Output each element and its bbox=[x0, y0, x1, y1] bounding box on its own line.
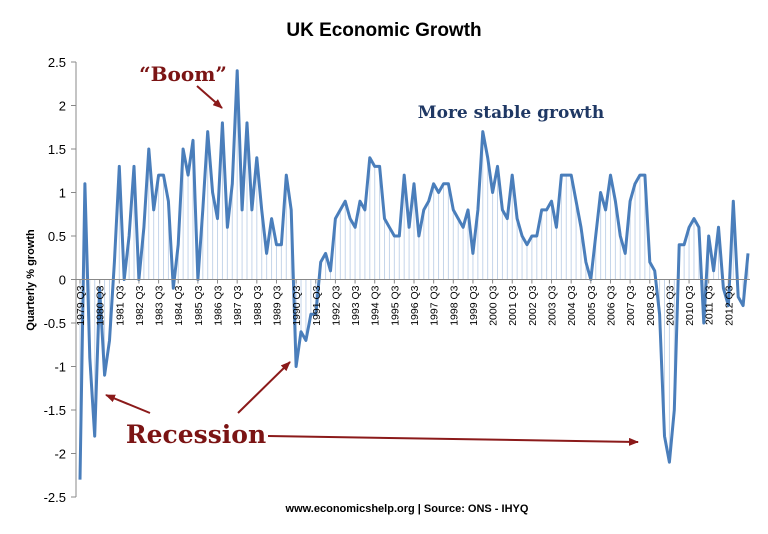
x-tick-label: 1991 Q3 bbox=[311, 285, 323, 325]
x-tick-label: 2005 Q3 bbox=[586, 285, 598, 325]
x-tick-label: 1995 Q3 bbox=[389, 285, 401, 325]
y-tick-label: -1 bbox=[54, 360, 66, 375]
x-tick-label: 2009 Q3 bbox=[664, 285, 676, 325]
x-tick-label: 1985 Q3 bbox=[193, 285, 205, 325]
x-tick-label: 1992 Q3 bbox=[330, 285, 342, 325]
x-tick-label: 2002 Q3 bbox=[527, 285, 539, 325]
y-tick-label: 1.5 bbox=[48, 142, 66, 157]
x-tick-label: 2008 Q3 bbox=[645, 285, 657, 325]
x-tick-label: 2003 Q3 bbox=[547, 285, 559, 325]
x-tick-label: 2000 Q3 bbox=[488, 285, 500, 325]
y-tick-label: 2 bbox=[59, 99, 66, 114]
x-tick-label: 2006 Q3 bbox=[606, 285, 618, 325]
annotation-stable-growth: More stable growth bbox=[418, 103, 604, 123]
x-tick-label: 2007 Q3 bbox=[625, 285, 637, 325]
x-tick-label: 1986 Q3 bbox=[213, 285, 225, 325]
x-tick-label: 2010 Q3 bbox=[684, 285, 696, 325]
x-tick-label: 2001 Q3 bbox=[507, 285, 519, 325]
x-tick-label: 1981 Q3 bbox=[114, 285, 126, 325]
chart-title: UK Economic Growth bbox=[286, 20, 481, 41]
x-tick-label: 1994 Q3 bbox=[370, 285, 382, 325]
x-tick-label: 1989 Q3 bbox=[272, 285, 284, 325]
arrow-boom bbox=[196, 85, 223, 109]
x-tick-label: 1983 Q3 bbox=[154, 285, 166, 325]
y-tick-label: -2.5 bbox=[44, 490, 66, 505]
x-tick-label: 2004 Q3 bbox=[566, 285, 578, 325]
y-tick-label: 1 bbox=[59, 186, 66, 201]
x-tick-label: 2011 Q3 bbox=[704, 285, 716, 325]
arrow-recession-2008 bbox=[267, 435, 639, 446]
x-tick-label: 1990 Q3 bbox=[291, 285, 303, 325]
x-tick-label: 2012 Q3 bbox=[723, 285, 735, 325]
x-tick-label: 1984 Q3 bbox=[173, 285, 185, 325]
y-tick-label: 0 bbox=[59, 273, 66, 288]
source-note: www.economicshelp.org | Source: ONS - IH… bbox=[285, 503, 529, 515]
annotation-recession: Recession bbox=[126, 420, 266, 449]
x-tick-label: 1979 Q3 bbox=[75, 285, 87, 325]
arrow-recession-1980 bbox=[105, 394, 151, 414]
x-tick-label: 1980 Q3 bbox=[95, 285, 107, 325]
y-tick-label: -1.5 bbox=[44, 403, 66, 418]
arrow-recession-1990 bbox=[237, 361, 291, 414]
x-tick-label: 1997 Q3 bbox=[429, 285, 441, 325]
x-tick-label: 1987 Q3 bbox=[232, 285, 244, 325]
annotation-boom: “Boom” bbox=[139, 62, 227, 86]
x-tick-label: 1996 Q3 bbox=[409, 285, 421, 325]
x-tick-label: 1998 Q3 bbox=[448, 285, 460, 325]
y-tick-label: 2.5 bbox=[48, 55, 66, 70]
x-tick-label: 1993 Q3 bbox=[350, 285, 362, 325]
y-tick-label: 0.5 bbox=[48, 229, 66, 244]
series-line bbox=[78, 69, 750, 480]
y-tick-label: -2 bbox=[54, 447, 66, 462]
x-tick-label: 1982 Q3 bbox=[134, 285, 146, 325]
x-tick-label: 1988 Q3 bbox=[252, 285, 264, 325]
x-tick-label: 1999 Q3 bbox=[468, 285, 480, 325]
y-tick-label: -0.5 bbox=[44, 316, 66, 331]
y-axis-label: Quarterly % growth bbox=[25, 229, 37, 331]
